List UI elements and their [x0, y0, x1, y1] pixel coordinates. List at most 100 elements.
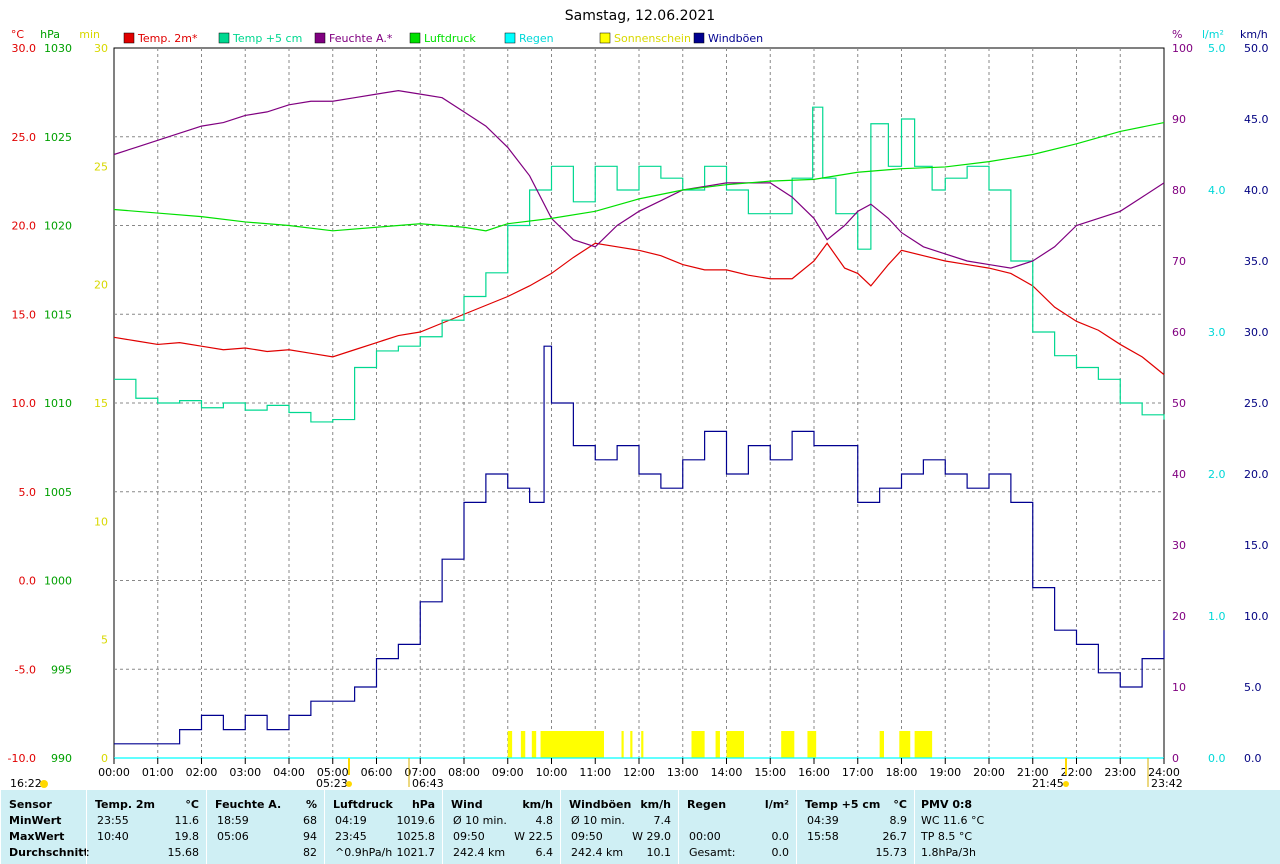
legend-label: Temp. 2m* — [137, 32, 198, 45]
gusts-row-time: 242.4 km — [571, 846, 624, 859]
pressure-unit: hPa — [411, 798, 435, 811]
x-tick-label: 12:00 — [623, 766, 655, 779]
footer-gusts: Windböen km/h Ø 10 min. 7.4 09:50 W 29.0 242.4… — [560, 790, 679, 864]
humidity-tick-label: 80 — [1172, 184, 1186, 197]
temp-tick-label: 25.0 — [12, 131, 37, 144]
pressure-tick-label: 1000 — [44, 575, 72, 588]
pressure-tick-label: 1015 — [44, 308, 72, 321]
temp5-row-time: 04:39 — [807, 814, 839, 827]
current-time-label: 16:22 — [10, 777, 42, 790]
x-tick-label: 03:00 — [229, 766, 261, 779]
x-tick-label: 21:00 — [1017, 766, 1049, 779]
series-line — [113, 89, 1165, 269]
humidity-tick-label: 20 — [1172, 610, 1186, 623]
wind-tick-label: 50.0 — [1244, 42, 1269, 55]
x-tick-label: 18:00 — [886, 766, 918, 779]
legend-swatch — [599, 32, 611, 44]
pressure-row-time: ^0.9hPa/h — [335, 846, 393, 859]
x-tick-label: 16:00 — [798, 766, 830, 779]
sun_min-unit-label: min — [79, 28, 100, 41]
temp-tick-label: 10.0 — [12, 397, 37, 410]
pmv-dewpoint: TP 8.5 °C — [921, 830, 973, 843]
sensor-header: Sensor — [9, 798, 52, 811]
pressure-row-value: 1021.7 — [396, 846, 436, 859]
temp5-unit: °C — [893, 798, 907, 811]
sun-min-tick-label: 15 — [94, 397, 108, 410]
x-tick-label: 04:00 — [273, 766, 305, 779]
wind-tick-label: 15.0 — [1244, 539, 1269, 552]
sunshine-bars — [507, 731, 933, 758]
temp5-row-time: 15:58 — [807, 830, 839, 843]
x-tick-label: 05:00 — [317, 766, 349, 779]
pressure-tick-label: 995 — [51, 663, 72, 676]
gusts-row-value: 7.4 — [653, 814, 672, 827]
wind-tick-label: 0.0 — [1244, 752, 1262, 765]
humidity-tick-label: 50 — [1172, 397, 1186, 410]
humidity-tick-label: 90 — [1172, 113, 1186, 126]
humidity-tick-label: 70 — [1172, 255, 1186, 268]
legend-label: Sonnenschein — [614, 32, 691, 45]
legend-swatch — [504, 32, 516, 44]
gusts-unit: km/h — [640, 798, 671, 811]
wind-header: Wind — [451, 798, 483, 811]
x-tick-label: 24:00 — [1148, 766, 1180, 779]
pressure-tick-label: 1010 — [44, 397, 72, 410]
rain-tick-label: 2.0 — [1208, 468, 1226, 481]
gusts-header: Windböen — [569, 798, 632, 811]
legend-label: Feuchte A.* — [329, 32, 393, 45]
x-tick-label: 11:00 — [579, 766, 611, 779]
pressure-row-time: 04:19 — [335, 814, 367, 827]
rain-unit: l/m² — [764, 798, 789, 811]
sun-min-tick-label: 0 — [101, 752, 108, 765]
sun-min-tick-label: 10 — [94, 515, 108, 528]
temp5-row-value: 26.7 — [882, 830, 908, 843]
sunshine-bar — [781, 731, 795, 758]
rain-row-time: Gesamt: — [689, 846, 736, 859]
sunset-icon — [1063, 781, 1069, 787]
sun-down-label: 23:42 — [1151, 777, 1183, 790]
x-tick-label: 06:00 — [361, 766, 393, 779]
humidity-unit-label: % — [1172, 28, 1182, 41]
wind-row-value: W 22.5 — [514, 830, 553, 843]
pressure-tick-label: 1030 — [44, 42, 72, 55]
humidity-tick-label: 60 — [1172, 326, 1186, 339]
sunshine-bar — [726, 731, 744, 758]
temp2m-unit: °C — [185, 798, 199, 811]
sunshine-bar — [630, 731, 633, 758]
sensor-max-label: MaxWert — [9, 830, 65, 843]
sunshine-bar — [807, 731, 817, 758]
legend-swatch — [123, 32, 135, 44]
pressure-tick-label: 1025 — [44, 131, 72, 144]
temp2m-row-value: 19.8 — [174, 830, 200, 843]
sunshine-bar — [899, 731, 911, 758]
footer-wind: Wind km/h Ø 10 min. 4.8 09:50 W 22.5 242.4 km 6… — [442, 790, 561, 864]
x-tick-label: 15:00 — [754, 766, 786, 779]
pressure-header: Luftdruck — [333, 798, 393, 811]
wind-row-time: 09:50 — [453, 830, 485, 843]
humidity-row-value: 68 — [303, 814, 317, 827]
gusts-row-time: Ø 10 min. — [571, 814, 625, 827]
temp2m-header: Temp. 2m — [95, 798, 155, 811]
temp2m-row-value: 15.68 — [167, 846, 200, 859]
sensor-min-label: MinWert — [9, 814, 62, 827]
sun-min-tick-label: 25 — [94, 160, 108, 173]
wind-row-value: 4.8 — [535, 814, 554, 827]
temp-tick-label: 20.0 — [12, 220, 37, 233]
temp5-row-value: 8.9 — [889, 814, 908, 827]
wind-tick-label: 40.0 — [1244, 184, 1269, 197]
pressure-tick-label: 1020 — [44, 220, 72, 233]
pressure-row-time: 23:45 — [335, 830, 367, 843]
wind-tick-label: 25.0 — [1244, 397, 1269, 410]
sunshine-bar — [540, 731, 604, 758]
humidity-tick-label: 30 — [1172, 539, 1186, 552]
humidity-tick-label: 0 — [1172, 752, 1179, 765]
temp2m-row-time: 23:55 — [97, 814, 129, 827]
sunrise-icon — [346, 781, 352, 787]
x-tick-label: 22:00 — [1061, 766, 1093, 779]
sunshine-bar — [879, 731, 884, 758]
sun-min-tick-label: 20 — [94, 279, 108, 292]
sunrise-label: 05:23 — [316, 777, 348, 790]
wind-tick-label: 35.0 — [1244, 255, 1269, 268]
x-tick-label: 00:00 — [98, 766, 130, 779]
sun-min-tick-label: 5 — [101, 634, 108, 647]
